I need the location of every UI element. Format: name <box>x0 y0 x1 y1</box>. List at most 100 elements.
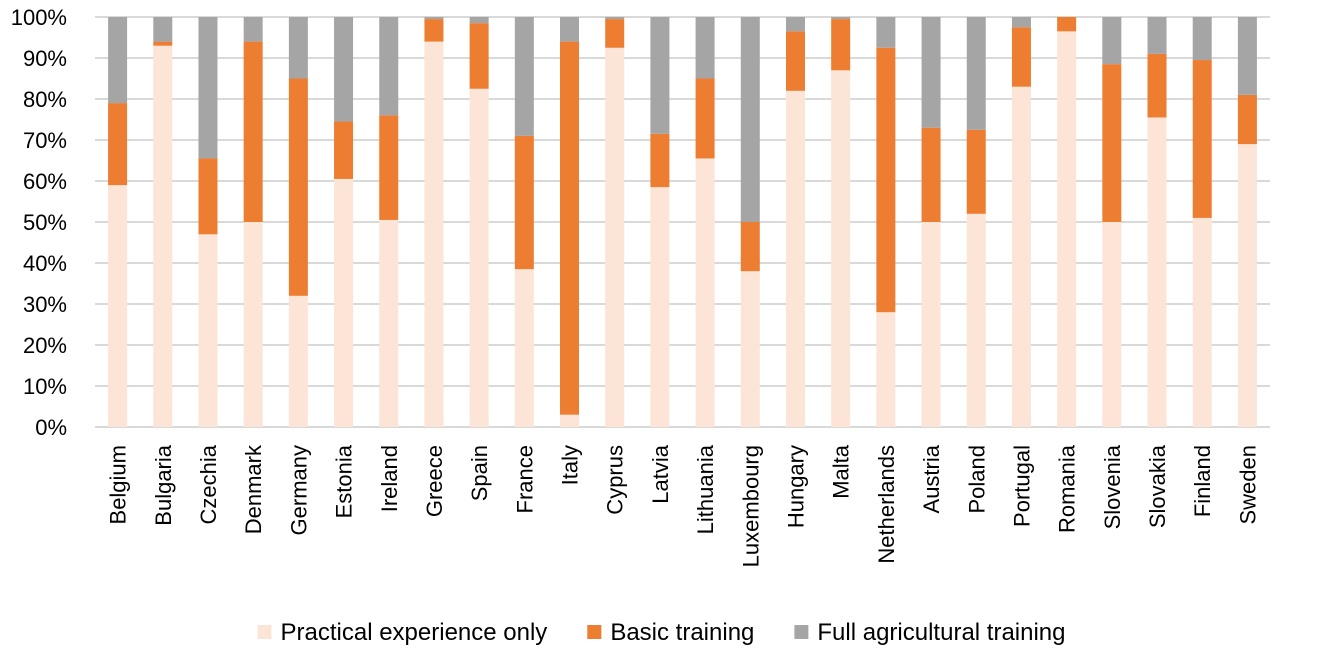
bar-segment-1 <box>153 45 173 427</box>
x-category-label: Austria <box>919 444 944 513</box>
x-category-label: Portugal <box>1009 445 1034 527</box>
bars <box>108 17 1257 428</box>
bar-segment-1 <box>1237 144 1257 427</box>
bar-segment-3 <box>831 17 851 20</box>
x-category-label: Latvia <box>648 444 673 503</box>
bar-segment-3 <box>469 17 489 24</box>
bar-segment-2 <box>334 121 354 179</box>
x-category-label: Slovakia <box>1145 444 1170 528</box>
y-tick-label: 100% <box>11 5 67 30</box>
x-category-label: Finland <box>1190 445 1215 517</box>
bar-segment-3 <box>876 17 896 48</box>
x-axis-categories: Belgium Bulgaria Czechia Denmark Germany Esto… <box>106 444 1261 567</box>
y-tick-label: 50% <box>23 210 67 235</box>
bar-segment-2 <box>921 127 941 222</box>
bar-segment-1 <box>1192 217 1212 427</box>
gridlines <box>95 16 1270 428</box>
bar-segment-3 <box>108 17 128 104</box>
y-tick-label: 30% <box>23 292 67 317</box>
bar-segment-3 <box>695 17 715 79</box>
bar-segment-3 <box>1192 17 1212 61</box>
bar-segment-3 <box>153 17 173 42</box>
bar-segment-1 <box>831 70 851 428</box>
x-category-label: Netherlands <box>874 445 899 564</box>
bar-segment-3 <box>966 17 986 130</box>
legend-label-3: Full agricultural training <box>817 619 1065 646</box>
bar-segment-3 <box>514 17 534 136</box>
legend-swatch-3 <box>794 625 809 639</box>
bar-segment-3 <box>424 17 444 20</box>
y-tick-label: 20% <box>23 333 67 358</box>
bar-segment-1 <box>740 271 760 427</box>
x-category-label: Germany <box>286 445 311 535</box>
bar-segment-3 <box>288 17 308 79</box>
bar-segment-1 <box>1102 222 1122 427</box>
x-category-label: Italy <box>558 445 583 485</box>
bar-segment-2 <box>153 41 173 46</box>
bar-segment-3 <box>560 17 580 42</box>
bar-segment-3 <box>650 17 670 134</box>
bar-segment-3 <box>785 17 805 32</box>
bar-segment-2 <box>379 115 399 220</box>
bar-segment-2 <box>695 78 715 159</box>
bar-segment-2 <box>469 23 489 89</box>
bar-segment-1 <box>198 234 218 427</box>
bar-segment-1 <box>650 187 670 427</box>
legend-swatch-1 <box>257 625 272 639</box>
legend: Practical experience only Basic training F… <box>257 619 1066 646</box>
bar-segment-1 <box>876 312 896 427</box>
x-category-label: Czechia <box>196 444 221 524</box>
x-category-label: Estonia <box>332 444 357 518</box>
bar-segment-3 <box>1237 17 1257 95</box>
bar-segment-2 <box>198 158 218 235</box>
bar-segment-1 <box>560 414 580 427</box>
x-category-label: France <box>512 445 537 513</box>
bar-segment-1 <box>243 222 263 427</box>
bar-segment-3 <box>1147 17 1167 54</box>
y-tick-label: 80% <box>23 87 67 112</box>
bar-segment-2 <box>1102 64 1122 223</box>
bar-segment-2 <box>243 41 263 222</box>
bar-segment-1 <box>921 222 941 427</box>
bar-segment-2 <box>424 19 444 42</box>
x-category-label: Spain <box>467 445 492 501</box>
x-category-label: Malta <box>829 444 854 499</box>
x-category-label: Greece <box>422 445 447 517</box>
bar-segment-1 <box>469 88 489 427</box>
bar-segment-2 <box>650 133 670 188</box>
x-category-label: Cyprus <box>603 445 628 515</box>
x-category-label: Sweden <box>1235 445 1260 525</box>
bar-segment-3 <box>921 17 941 128</box>
bar-segment-1 <box>785 90 805 428</box>
bar-segment-2 <box>966 129 986 214</box>
legend-swatch-2 <box>587 625 602 639</box>
bar-segment-1 <box>1057 31 1077 427</box>
bar-segment-2 <box>1192 60 1212 218</box>
y-tick-label: 60% <box>23 169 67 194</box>
x-category-label: Poland <box>964 445 989 514</box>
bar-segment-2 <box>740 222 760 272</box>
y-axis-ticks: 0% 10% 20% 30% 40% 50% 60% 70% 80% 90% 100% <box>11 5 67 440</box>
x-category-label: Denmark <box>241 444 266 534</box>
bar-segment-3 <box>198 17 218 159</box>
bar-segment-1 <box>288 295 308 427</box>
y-tick-label: 40% <box>23 251 67 276</box>
bar-segment-1 <box>605 47 625 427</box>
bar-segment-2 <box>876 47 896 313</box>
bar-segment-3 <box>605 17 625 20</box>
bar-segment-1 <box>334 178 354 427</box>
legend-label-2: Basic training <box>610 619 754 646</box>
bar-segment-2 <box>108 103 128 186</box>
bar-segment-1 <box>514 269 534 427</box>
y-tick-label: 70% <box>23 128 67 153</box>
bar-segment-2 <box>514 135 534 270</box>
bar-segment-2 <box>288 78 308 296</box>
legend-label-1: Practical experience only <box>281 619 548 646</box>
x-category-label: Belgium <box>106 445 131 524</box>
y-tick-label: 90% <box>23 46 67 71</box>
y-tick-label: 0% <box>35 415 67 440</box>
bar-segment-1 <box>1011 86 1031 427</box>
bar-segment-1 <box>966 213 986 427</box>
